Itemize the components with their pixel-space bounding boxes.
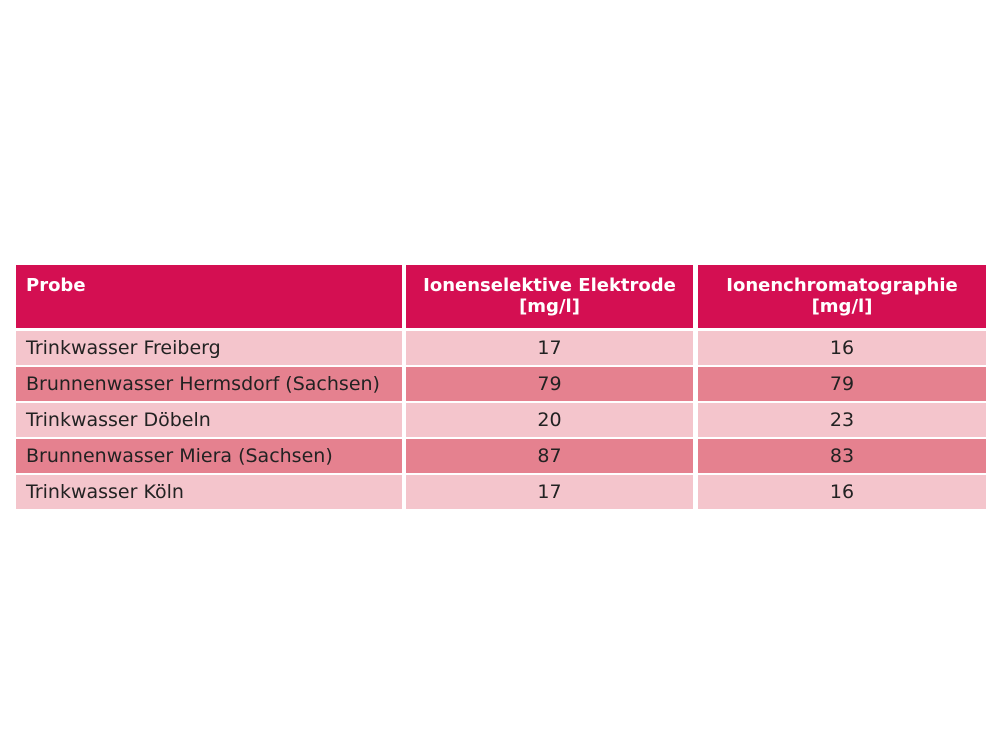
- table-cell: 16: [698, 331, 986, 365]
- value: 23: [829, 409, 855, 431]
- table-cell: 83: [698, 439, 986, 473]
- value: 83: [829, 445, 855, 467]
- value: 16: [829, 481, 855, 503]
- value: 16: [829, 337, 855, 359]
- header-text: Ionenselektive Elektrode: [423, 275, 676, 296]
- table-cell: 23: [698, 403, 986, 437]
- sample-name: Brunnenwasser Miera (Sachsen): [26, 445, 333, 467]
- table-cell: 17: [406, 475, 693, 509]
- header-text: [mg/l]: [519, 296, 580, 317]
- table-cell: 16: [698, 475, 986, 509]
- sample-name: Trinkwasser Freiberg: [26, 337, 221, 359]
- header-text: [mg/l]: [811, 296, 873, 317]
- table-cell: Trinkwasser Döbeln: [16, 403, 402, 437]
- table-cell: Brunnenwasser Hermsdorf (Sachsen): [16, 367, 402, 401]
- table-cell: Trinkwasser Köln: [16, 475, 402, 509]
- value: 79: [829, 373, 855, 395]
- value: 87: [537, 445, 562, 467]
- value: 20: [537, 409, 562, 431]
- header-cell: Probe: [16, 265, 402, 328]
- sample-name: Trinkwasser Döbeln: [26, 409, 211, 431]
- table-cell: 17: [406, 331, 693, 365]
- table-cell: Brunnenwasser Miera (Sachsen): [16, 439, 402, 473]
- table-cell: 79: [406, 367, 693, 401]
- value: 17: [537, 481, 562, 503]
- header-cell: Ionenselektive Elektrode [mg/l]: [406, 265, 693, 328]
- sample-name: Trinkwasser Köln: [26, 481, 184, 503]
- value: 79: [537, 373, 562, 395]
- header-text: Ionenchromatographie: [726, 275, 958, 296]
- table-cell: 79: [698, 367, 986, 401]
- value: 17: [537, 337, 562, 359]
- table-cell: 87: [406, 439, 693, 473]
- header-text: Probe: [26, 275, 86, 296]
- table-cell: 20: [406, 403, 693, 437]
- sample-name: Brunnenwasser Hermsdorf (Sachsen): [26, 373, 380, 395]
- header-cell: Ionenchromatographie [mg/l]: [698, 265, 986, 328]
- table-cell: Trinkwasser Freiberg: [16, 331, 402, 365]
